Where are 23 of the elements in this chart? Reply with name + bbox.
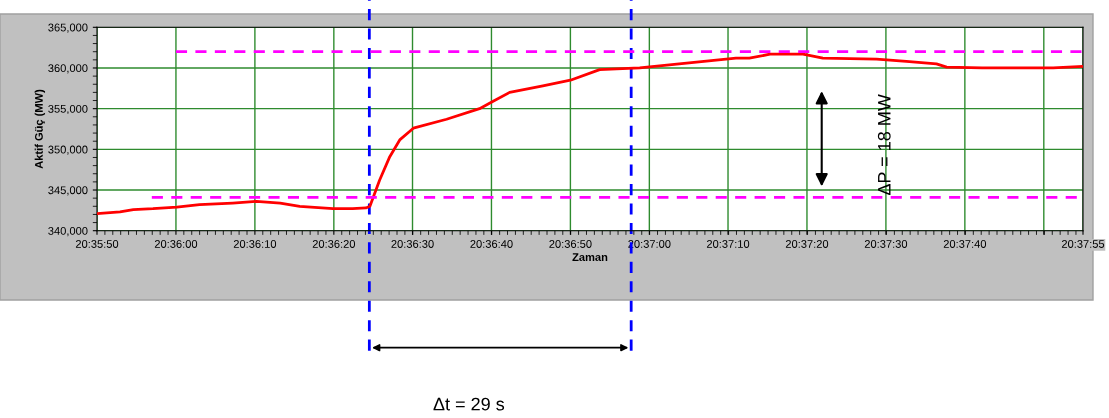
y-tick-label: 355,000 [48,104,88,115]
x-tick-label: 20:35:50 [75,240,119,248]
x-tick-label: 20:36:30 [391,240,434,248]
y-axis-title: Aktif Güç (MW) [34,89,46,169]
x-tick-label: 20:37:20 [785,240,829,248]
x-tick-label: 20:37:30 [864,240,908,248]
line-series [97,52,1083,215]
y-tick-label: 345,000 [48,186,88,196]
y-tick-label: 365,000 [48,23,88,33]
x-tick-label: 20:37:55 [1061,240,1105,248]
annotation: ΔP = 18 MW [877,94,891,196]
x-tick-label: 20:36:20 [312,240,356,248]
x-tick-label: 20:37:40 [943,240,987,248]
x-tick-label: 20:36:10 [233,240,277,248]
text: Δt = 29 s [433,397,505,411]
y-tick-label: 350,000 [48,145,88,155]
x-axis-title: Zaman [572,253,608,262]
x-tick-label: 20:36:50 [549,240,592,248]
x-tick-label: 20:36:00 [154,240,198,248]
x-tick-label: 20:37:10 [706,240,750,248]
y-tick-label: 360,000 [48,64,88,74]
y-tick-label: 340,000 [48,226,88,237]
x-tick-label: 20:36:40 [470,240,513,248]
